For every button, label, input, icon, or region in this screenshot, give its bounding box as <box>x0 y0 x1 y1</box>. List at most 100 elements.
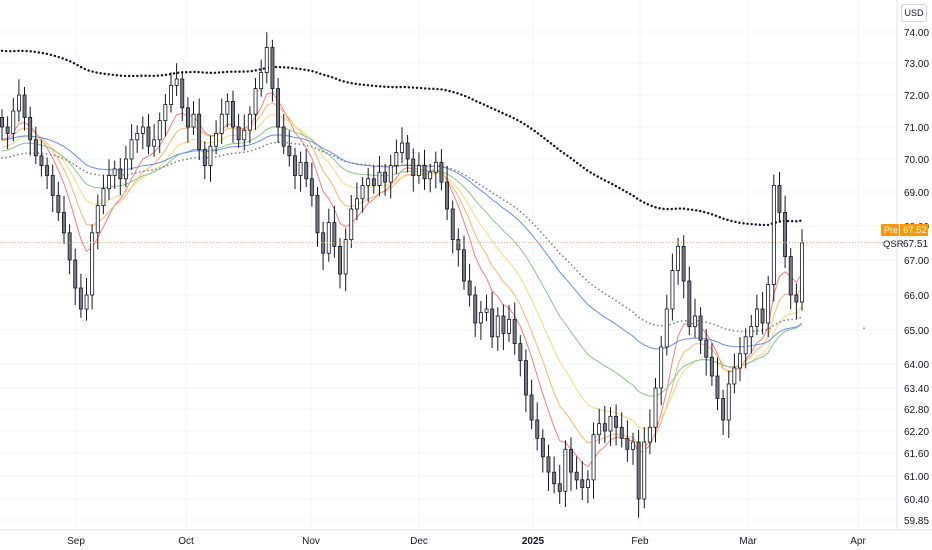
y-tick-label: 74.00 <box>904 28 929 39</box>
candle-body <box>140 126 145 134</box>
time-axis[interactable]: Sep Oct Nov Dec 2025 Feb Mar Apr <box>67 536 866 547</box>
sma-gray-dotted-line <box>1 141 803 333</box>
candle-body <box>304 161 309 180</box>
candle-body <box>664 308 669 348</box>
candle-body <box>450 208 455 241</box>
candle-body <box>230 101 235 128</box>
x-tick-label: Apr <box>850 536 866 547</box>
candle-body <box>326 222 331 254</box>
candle-body <box>50 175 55 196</box>
candle-body <box>292 155 297 176</box>
x-tick-label: Sep <box>67 536 85 547</box>
candle-body <box>473 294 478 324</box>
price-axis[interactable]: 74.0073.0072.0071.0070.0069.0068.0067.00… <box>904 28 929 527</box>
candle-body <box>62 211 66 234</box>
candle-body <box>614 415 618 428</box>
candle-body <box>338 245 342 275</box>
candle-body <box>33 139 38 157</box>
candle-body <box>73 259 78 289</box>
candle-body <box>146 126 151 147</box>
candle-body <box>647 426 652 443</box>
candle-body <box>602 423 607 432</box>
candle-body <box>676 245 680 271</box>
candle-body <box>411 158 416 176</box>
candle-body <box>388 165 393 183</box>
candle-body <box>794 294 799 303</box>
y-tick-label: 61.00 <box>904 472 929 483</box>
candle-body <box>208 145 213 166</box>
x-tick-label: Mar <box>739 536 757 547</box>
candle-body <box>653 387 658 428</box>
candle-body <box>45 165 49 176</box>
candle-body <box>512 319 517 345</box>
candle-body <box>569 448 573 473</box>
candle-body <box>95 205 100 234</box>
candle-body <box>546 456 551 473</box>
x-tick-label: Nov <box>302 536 320 547</box>
ema-yellow-line <box>1 113 803 430</box>
candle-body <box>540 437 545 458</box>
candle-body <box>709 356 714 377</box>
y-tick-label: 67.00 <box>904 256 929 267</box>
currency-badge[interactable]: USD <box>901 4 927 22</box>
y-tick-label: 70.00 <box>904 155 929 166</box>
candle-body <box>394 152 399 167</box>
candle-body <box>574 471 579 481</box>
candle-body <box>625 437 630 450</box>
candle-body <box>107 175 111 190</box>
candle-body <box>743 336 748 355</box>
candle-body <box>247 113 252 131</box>
candle-body <box>456 239 461 251</box>
session-label: Pre <box>884 225 898 235</box>
candle-body <box>591 434 596 481</box>
candle-body <box>219 113 224 134</box>
candle-body <box>478 312 483 324</box>
candle-body <box>755 308 759 327</box>
candle-body <box>715 375 720 399</box>
candle-body <box>563 448 568 492</box>
candle-body <box>636 441 641 500</box>
last-price-label: 67.51 <box>903 239 928 250</box>
sma-200-dotted-line <box>0 49 804 227</box>
candle-body <box>78 287 83 310</box>
candle-body <box>383 171 387 183</box>
symbol-label: QSR <box>883 239 904 250</box>
y-tick-label: 69.00 <box>904 188 929 199</box>
x-tick-label: Dec <box>410 536 428 547</box>
candle-body <box>0 117 4 128</box>
candle-body <box>332 222 337 247</box>
y-tick-label: 73.00 <box>904 59 929 70</box>
candle-body <box>659 346 664 389</box>
candle-body <box>704 339 709 358</box>
candle-body <box>439 161 444 183</box>
candle-body <box>135 132 140 141</box>
candle-body <box>163 104 168 121</box>
candle-body <box>225 101 230 115</box>
y-tick-label: 63.40 <box>904 384 929 395</box>
candle-body <box>298 161 303 176</box>
session-badge <box>881 224 899 236</box>
y-tick-label: 62.20 <box>904 427 929 438</box>
candle-body <box>169 85 173 106</box>
candle-body <box>287 145 292 157</box>
candle-body <box>428 171 433 180</box>
candle-body <box>157 120 162 141</box>
candle-body <box>507 319 511 334</box>
candle-body <box>90 232 95 296</box>
candle-body <box>721 398 726 421</box>
x-tick-label: 2025 <box>522 536 545 547</box>
candle-body <box>22 94 27 118</box>
premarket-price: 67.52 <box>903 225 927 236</box>
candle-body <box>202 148 207 166</box>
x-tick-label: Feb <box>631 536 649 547</box>
candle-body <box>687 280 692 327</box>
candle-body <box>214 132 218 147</box>
candle-body <box>349 208 354 241</box>
candle-body <box>343 239 348 275</box>
candle-body <box>416 165 421 176</box>
candle-body <box>236 126 241 141</box>
candle-body <box>400 142 404 154</box>
candle-body <box>783 211 787 257</box>
ema-green-line <box>1 126 803 397</box>
